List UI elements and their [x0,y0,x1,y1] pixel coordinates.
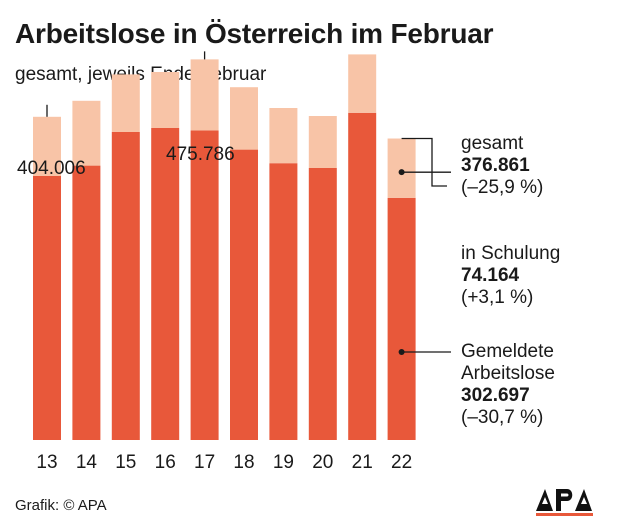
legend-unemployed-label-2: Arbeitslose [461,363,555,384]
bar-unemployed-19 [269,163,298,440]
legend-unemployed-change: (–30,7 %) [461,407,544,428]
bar-training-20 [308,116,337,168]
legend-unemployed: Gemeldete Arbeitslose 302.697 (–30,7 %) [461,341,555,429]
x-tick-label-13: 13 [36,452,57,473]
bar-training-19 [269,108,298,164]
x-tick-label-15: 15 [115,452,136,473]
x-tick-label-21: 21 [352,452,373,473]
legend-total-change: (–25,9 %) [461,177,544,198]
bar-unemployed-16 [151,128,180,440]
x-tick-label-20: 20 [312,452,333,473]
bar-unemployed-15 [111,132,140,440]
bar-training-17 [190,59,219,131]
x-tick-label-14: 14 [76,452,98,473]
bar-training-16 [151,72,180,128]
legend-line-total [401,137,447,187]
legend-training-label: in Schulung [461,243,561,264]
bar-unemployed-20 [308,168,337,440]
x-tick-label-22: 22 [391,452,412,473]
legend-unemployed-label-1: Gemeldete [461,341,554,362]
bar-training-15 [111,74,140,132]
legend-total: gesamt 376.861 (–25,9 %) [461,133,543,199]
bar-training-13 [33,116,61,176]
bar-unemployed-21 [348,112,377,441]
legend-unemployed-value: 302.697 [461,385,530,406]
x-tick-label-18: 18 [233,452,254,473]
bar-unemployed-17 [190,130,219,440]
bar-training-14 [72,100,101,166]
x-tick-label-16: 16 [155,452,176,473]
legend-total-value: 376.861 [461,155,530,176]
legend-training: in Schulung 74.164 (+3,1 %) [461,243,560,309]
x-tick-label-19: 19 [273,452,294,473]
source-credit: Grafik: © APA [15,497,107,514]
bar-unemployed-18 [230,149,258,440]
bar-unemployed-22 [387,197,416,440]
annotation-value-17: 475.786 [166,144,235,165]
x-tick-label-17: 17 [194,452,215,473]
legend-training-change: (+3,1 %) [461,287,534,308]
bar-training-18 [230,87,258,150]
chart-title: Arbeitslose in Österreich im Februar [15,18,494,49]
bar-unemployed-13 [33,176,61,440]
bar-unemployed-14 [72,165,101,440]
annotation-value-13: 404.006 [17,158,86,179]
apa-logo [536,489,593,516]
bar-training-22 [387,138,416,198]
legend-total-label: gesamt [461,133,524,154]
bar-training-21 [348,54,377,113]
legend-training-value: 74.164 [461,265,520,286]
